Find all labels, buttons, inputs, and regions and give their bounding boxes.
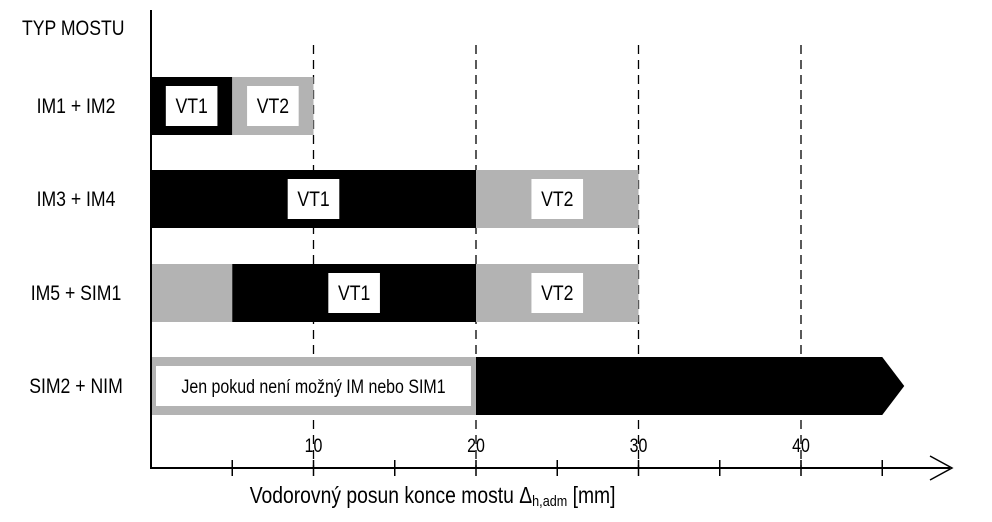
category-axis-title: TYP MOSTU: [22, 17, 125, 41]
x-tick-label-40: 40: [792, 435, 810, 457]
category-label-4: SIM2 + NIM: [29, 375, 123, 399]
x-axis-arrowhead: [929, 455, 954, 481]
x-axis-title-prefix: Vodorovný posun konce mostu Δ: [249, 482, 533, 508]
x-tick-label-30: 30: [630, 435, 648, 457]
segment-label-3: VT2: [541, 188, 573, 212]
category-label-1: IM1 + IM2: [37, 95, 116, 119]
bar-segment-4: [151, 264, 233, 322]
category-labels: IM1 + IM2 IM3 + IM4 IM5 + SIM1 SIM2 + NIM: [29, 95, 123, 399]
segment-label-2: VT1: [297, 188, 329, 212]
segment-label-5: VT1: [338, 282, 370, 306]
segment-label-box-0: [165, 86, 218, 126]
segment-label-box-2: [287, 179, 340, 219]
x-axis-title-subscript: h,adm: [532, 493, 568, 510]
x-tick-label-10: 10: [305, 435, 323, 457]
segment-label-box-7: [156, 366, 471, 406]
segment-label-box-1: [247, 86, 299, 126]
x-axis-title: Vodorovný posun konce mostu Δh,adm [mm]: [0, 482, 865, 510]
category-label-2: IM3 + IM4: [37, 188, 116, 212]
segment-label-6: VT2: [541, 282, 573, 306]
category-label-3: IM5 + SIM1: [31, 282, 122, 306]
bars: [151, 77, 905, 415]
x-tick-label-20: 20: [467, 435, 485, 457]
segment-label-0: VT1: [175, 95, 207, 119]
segment-label-box-5: [328, 273, 380, 313]
segment-label-box-3: [531, 179, 584, 219]
segment-label-7: Jen pokud není možný IM nebo SIM1: [181, 376, 445, 398]
x-axis-title-suffix: [mm]: [567, 482, 616, 508]
segment-labels: VT1 VT2 VT1 VT2 VT1 VT2 Jen pokud není možný I…: [156, 86, 584, 406]
segment-label-1: VT2: [257, 95, 289, 119]
axes: [150, 10, 954, 481]
segment-label-box-6: [531, 273, 584, 313]
x-ticks: 10 20 30 40: [231, 435, 883, 476]
bar-segment-8: [476, 357, 905, 415]
